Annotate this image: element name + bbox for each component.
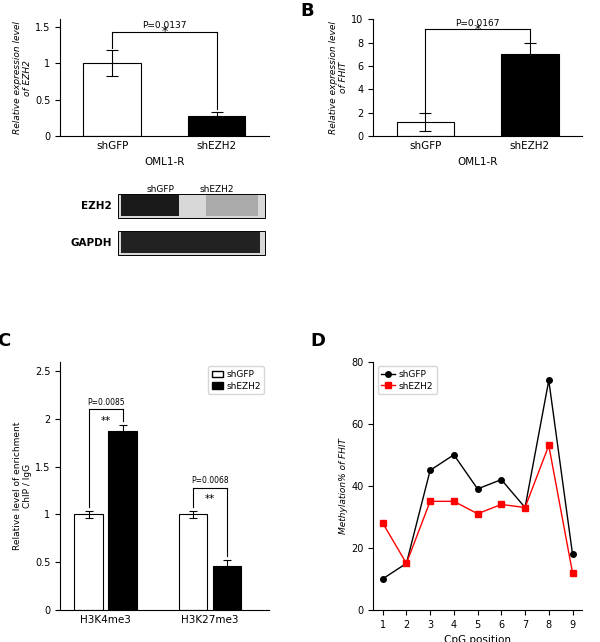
Text: B: B <box>300 2 314 20</box>
Text: P=0.0137: P=0.0137 <box>142 21 187 30</box>
shGFP <box>521 504 529 512</box>
Bar <box>397 122 454 136</box>
Text: **: ** <box>205 494 215 504</box>
shEZH2 <box>569 569 576 577</box>
Bar <box>83 63 141 136</box>
Text: **: ** <box>101 415 111 426</box>
shGFP <box>569 550 576 558</box>
Text: *: * <box>475 23 481 36</box>
shGFP <box>403 560 410 568</box>
Legend: shGFP, shEZH2: shGFP, shEZH2 <box>378 366 437 394</box>
Bar <box>188 116 245 136</box>
shEZH2 <box>403 560 410 568</box>
Line: shGFP: shGFP <box>380 377 575 582</box>
Text: P=0.0068: P=0.0068 <box>191 476 229 485</box>
Text: shGFP: shGFP <box>146 185 174 194</box>
Text: P=0.0085: P=0.0085 <box>87 397 124 406</box>
Y-axis label: Relative level of enrichment
ChIP / IgG: Relative level of enrichment ChIP / IgG <box>13 422 32 550</box>
shGFP <box>545 376 553 384</box>
shGFP <box>498 476 505 483</box>
Bar <box>501 55 559 136</box>
shEZH2 <box>427 498 434 505</box>
shEZH2 <box>521 504 529 512</box>
Text: EZH2: EZH2 <box>82 201 112 211</box>
shGFP <box>427 467 434 474</box>
Bar <box>74 514 103 610</box>
shGFP <box>379 575 386 583</box>
Line: shEZH2: shEZH2 <box>380 443 575 575</box>
Text: P=0.0167: P=0.0167 <box>455 19 500 28</box>
Y-axis label: Relative expression level
of FHIT: Relative expression level of FHIT <box>329 21 349 134</box>
shEZH2 <box>450 498 457 505</box>
shEZH2 <box>498 501 505 508</box>
X-axis label: OML1-R: OML1-R <box>144 157 185 166</box>
Bar <box>212 566 241 610</box>
shGFP <box>450 451 457 458</box>
Bar <box>118 230 265 255</box>
Y-axis label: Methylation% of FHIT: Methylation% of FHIT <box>340 438 349 534</box>
Bar <box>179 514 208 610</box>
shGFP <box>474 485 481 493</box>
Bar <box>118 194 265 218</box>
shEZH2 <box>379 519 386 527</box>
X-axis label: OML1-R: OML1-R <box>457 157 498 166</box>
X-axis label: CpG position: CpG position <box>444 635 511 642</box>
Text: shEZH2: shEZH2 <box>199 185 234 194</box>
Legend: shGFP, shEZH2: shGFP, shEZH2 <box>208 366 264 394</box>
shEZH2 <box>474 510 481 517</box>
Text: D: D <box>311 332 326 350</box>
Text: GAPDH: GAPDH <box>71 238 112 248</box>
Bar <box>121 195 179 216</box>
Bar <box>121 232 260 253</box>
Bar <box>108 431 137 610</box>
shEZH2 <box>545 442 553 449</box>
Bar <box>206 195 259 216</box>
Y-axis label: Relative expression level
of EZH2: Relative expression level of EZH2 <box>13 21 32 134</box>
Text: *: * <box>161 25 167 39</box>
Text: C: C <box>0 332 11 350</box>
